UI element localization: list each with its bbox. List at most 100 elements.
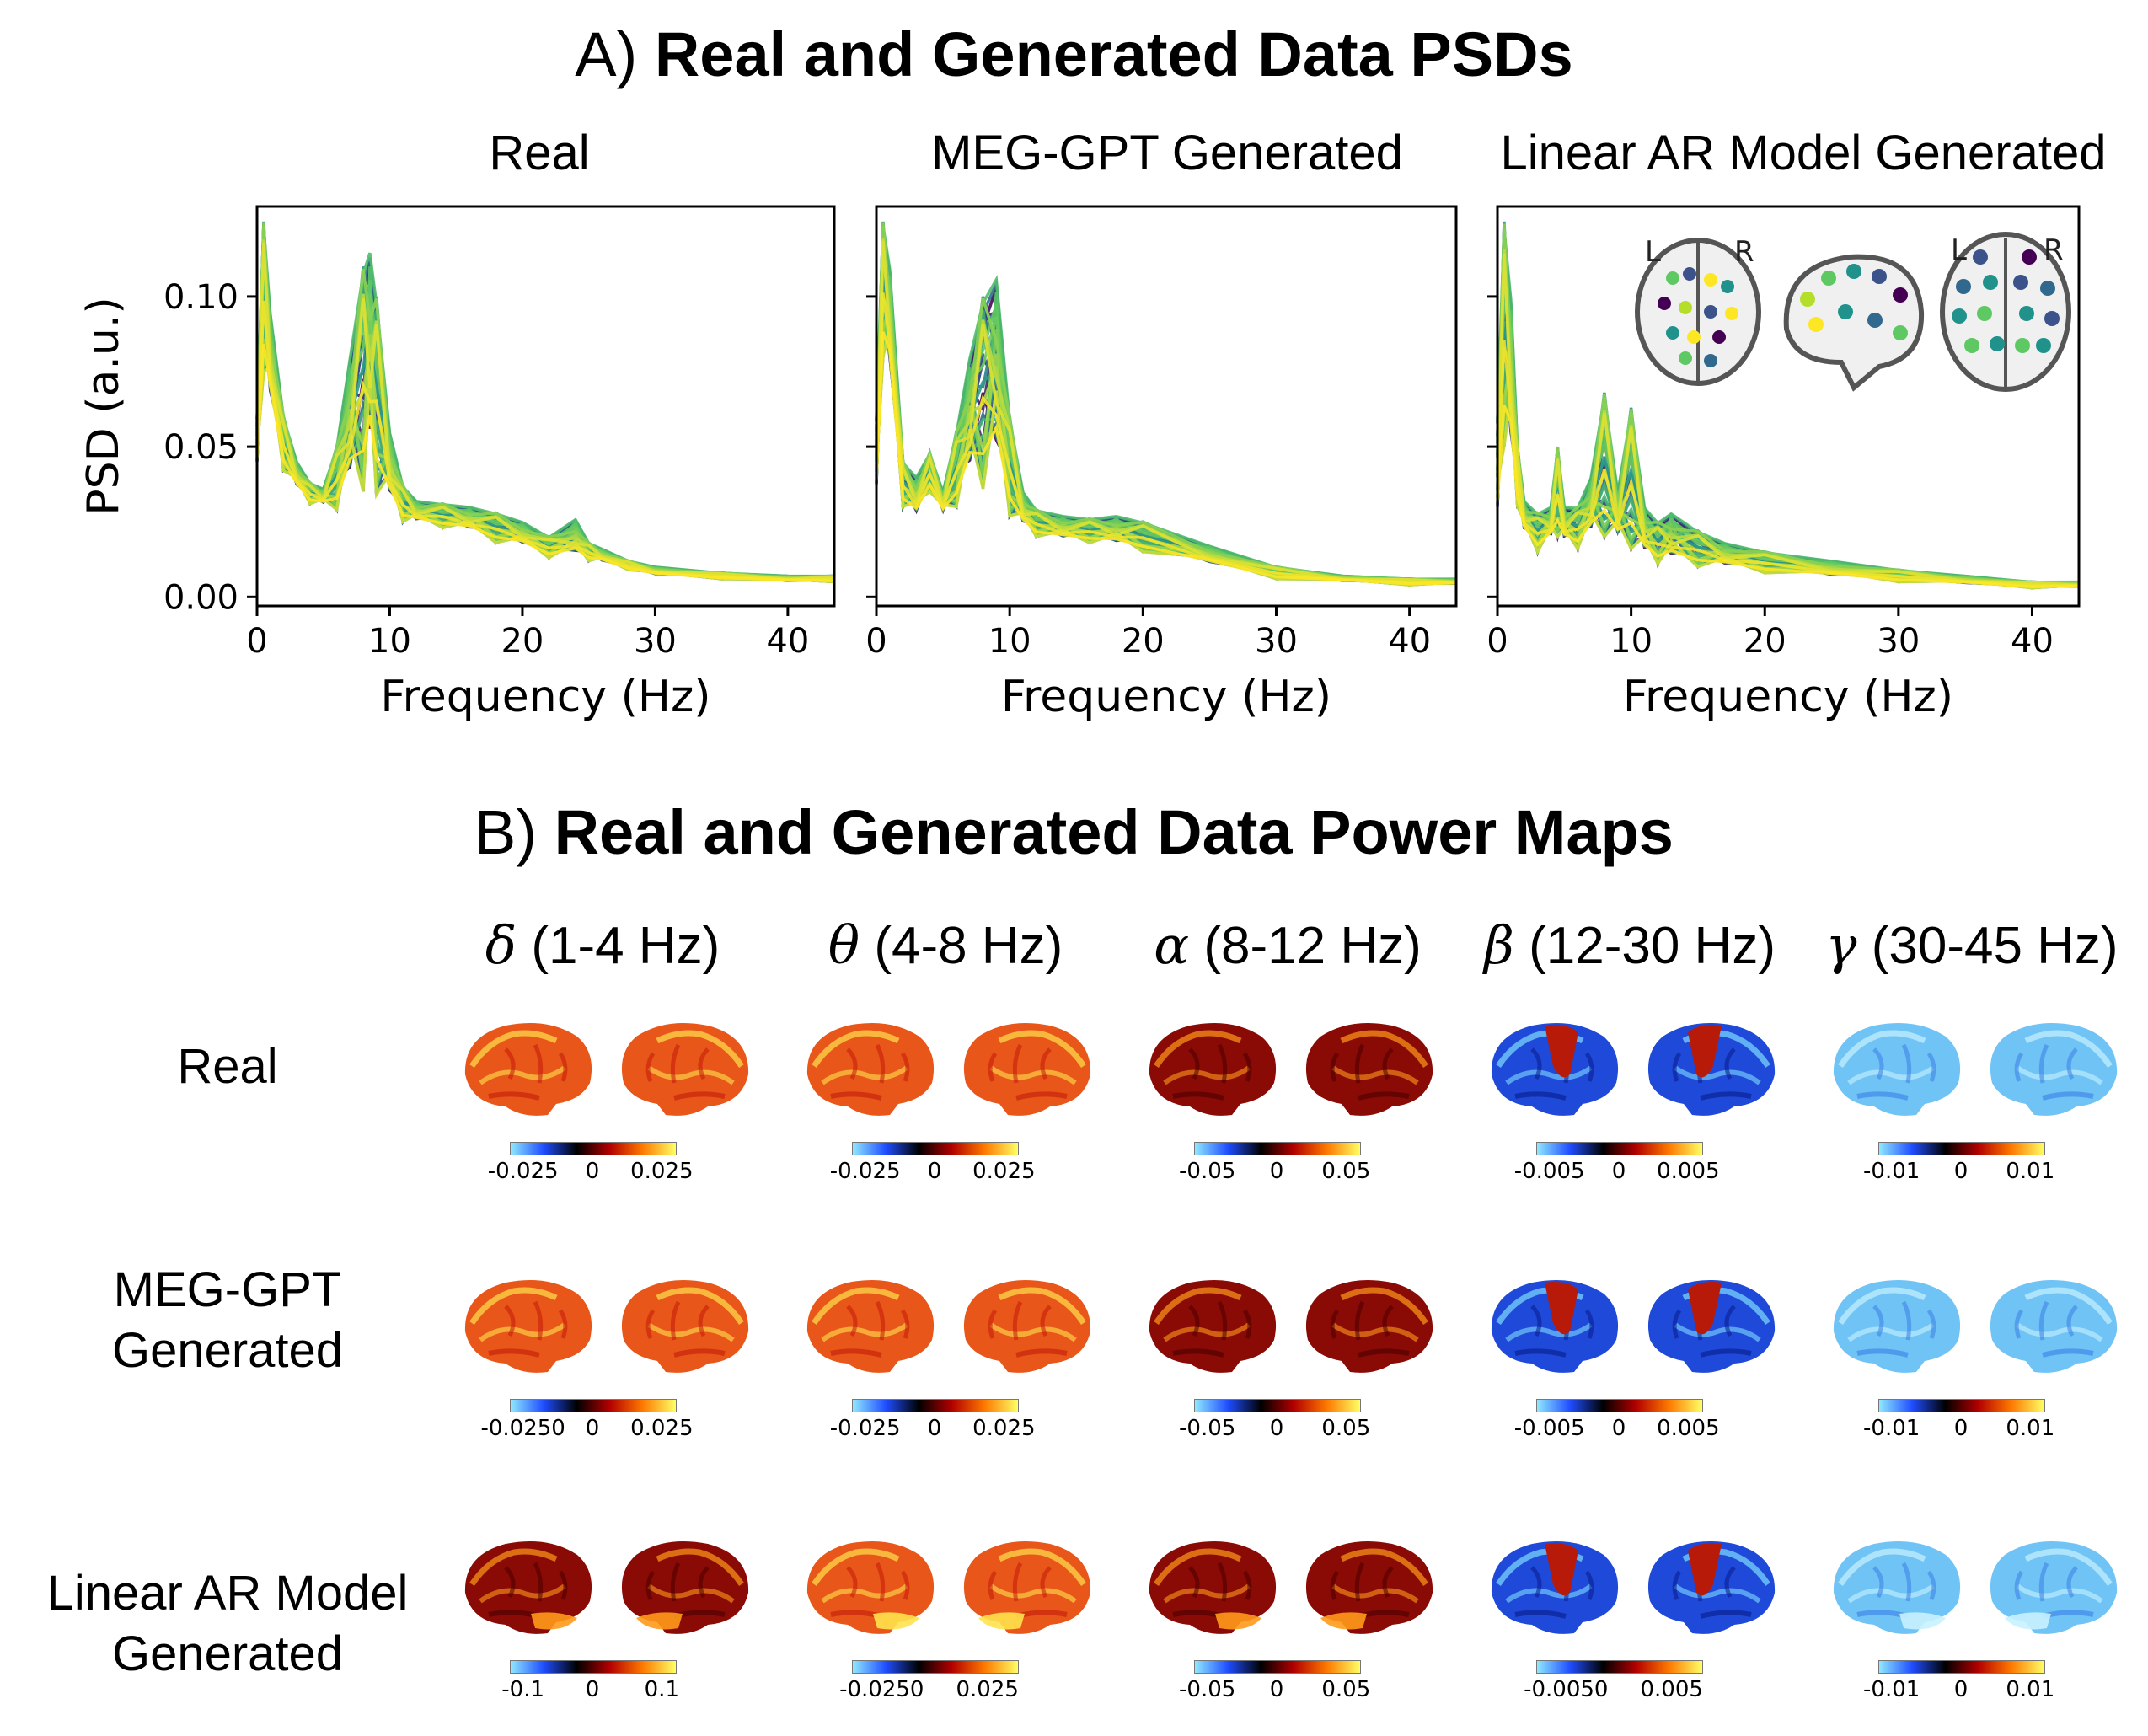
x-tick-label: 40	[766, 622, 809, 661]
colorbar-tick-label: 0	[1611, 1159, 1626, 1184]
colorbar-tick-label: 0.005	[1657, 1159, 1720, 1184]
brain-surface-right	[1984, 1015, 2127, 1129]
brain-surface-left	[1824, 1534, 1967, 1648]
colorbar-tick-label: 0.05	[1321, 1416, 1371, 1441]
colorbar-tick-label: 0.01	[2006, 1677, 2055, 1702]
colorbar	[1194, 1142, 1361, 1155]
power-map-cell: -0.0250 0 0.025	[455, 1273, 758, 1475]
band-label-delta: δ (1-4 Hz)	[426, 914, 779, 976]
psd-panel-title-ar: Linear AR Model Generated	[1500, 126, 2107, 180]
colorbar-tick-label: 0	[585, 1159, 600, 1184]
x-tick-label: 10	[1610, 622, 1653, 661]
x-axis-label: Frequency (Hz)	[1001, 672, 1331, 722]
colorbar-tick-label: 0.005	[1657, 1416, 1720, 1441]
x-tick-label: 30	[1255, 622, 1298, 661]
colorbar-tick-label: -0.0250	[839, 1677, 924, 1702]
row-label-line2: Generated	[111, 1626, 344, 1681]
inset-left-label: L	[1645, 235, 1661, 269]
brain-surface-left	[455, 1273, 598, 1386]
psd-series-line	[875, 222, 1457, 582]
psd-panel-1: 0 10 20 30 40 Frequency (Hz)	[865, 205, 1458, 722]
psd-series-line	[255, 243, 835, 581]
brain-surface-left	[1824, 1015, 1967, 1129]
power-map-cell: -0.01 0 0.01	[1824, 1273, 2127, 1475]
colorbar	[1194, 1660, 1361, 1674]
colorbar-tick-label: 0.05	[1321, 1159, 1371, 1184]
brain-surface-left	[1139, 1015, 1283, 1129]
colorbar-tick-label: 0.005	[1640, 1677, 1703, 1702]
band-label-beta: β (12-30 Hz)	[1453, 914, 1807, 976]
band-range: (30-45 Hz)	[1871, 917, 2119, 975]
psd-panel-title-megpt: MEG-GPT Generated	[931, 126, 1403, 180]
brain-surface-left	[455, 1534, 598, 1648]
colorbar-tick-label: 0	[585, 1677, 600, 1702]
brain-surface-left	[1481, 1273, 1625, 1386]
colorbar-tick-label: -0.0250	[480, 1416, 565, 1441]
power-map-cell: -0.01 0 0.01	[1824, 1015, 2127, 1218]
inset-brain-axial: L R	[1635, 235, 1761, 386]
colorbar	[510, 1142, 677, 1155]
colorbar-tick-label: 0.025	[972, 1159, 1036, 1184]
colorbar	[510, 1660, 677, 1674]
x-tick-label: 40	[2011, 622, 2054, 661]
colorbar	[1536, 1399, 1703, 1412]
colorbar	[1878, 1399, 2045, 1412]
band-symbol: θ	[828, 914, 860, 976]
colorbar-tick-label: 0	[585, 1416, 600, 1441]
row-label-line1: Real	[177, 1039, 278, 1094]
y-tick-label: 0.05	[163, 428, 238, 467]
colorbar-tick-label: -0.05	[1179, 1416, 1236, 1441]
section-a-title: A) Real and Generated Data PSDs	[0, 19, 2148, 90]
colorbar-tick-label: 0.025	[630, 1159, 694, 1184]
colorbar-tick-label: 0.1	[644, 1677, 679, 1702]
power-map-cell: -0.05 0 0.05	[1139, 1015, 1443, 1218]
sensor-layout-inset: L R L R	[1635, 232, 2071, 392]
y-tick-label: 0.10	[163, 278, 238, 317]
row-label-line2: Generated	[111, 1323, 344, 1378]
x-tick-label: 0	[246, 622, 267, 661]
psd-series-line	[875, 292, 1457, 585]
band-symbol: γ	[1825, 914, 1857, 976]
colorbar-tick-label: -0.05	[1179, 1677, 1236, 1702]
brain-surface-right	[1642, 1534, 1785, 1648]
power-map-cell: -0.1 0 0.1	[455, 1534, 758, 1736]
colorbar-tick-label: -0.01	[1863, 1416, 1920, 1441]
colorbar-tick-label: -0.0050	[1524, 1677, 1609, 1702]
brain-surface-right	[1984, 1534, 2127, 1648]
band-label-alpha: α (8-12 Hz)	[1111, 914, 1465, 976]
row-label-megpt: MEG-GPT Generated	[8, 1260, 447, 1381]
brain-surface-right	[1642, 1273, 1785, 1386]
colorbar-tick-label: 0	[1269, 1159, 1284, 1184]
brain-surface-right	[957, 1273, 1101, 1386]
colorbar	[1536, 1142, 1703, 1155]
band-range: (12-30 Hz)	[1529, 917, 1776, 975]
colorbar-tick-label: -0.005	[1513, 1416, 1585, 1441]
power-map-cell: -0.05 0 0.05	[1139, 1534, 1443, 1736]
psd-panel-2: 0 10 20 30 40 Frequency (Hz)	[1486, 205, 2081, 722]
brain-surface-right	[1642, 1015, 1785, 1129]
colorbar-tick-label: -0.025	[829, 1416, 901, 1441]
band-range: (4-8 Hz)	[874, 917, 1063, 975]
colorbar	[852, 1660, 1019, 1674]
colorbar-tick-label: -0.025	[829, 1159, 901, 1184]
y-tick-label: 0.00	[163, 578, 238, 617]
brain-surface-left	[1139, 1273, 1283, 1386]
psd-series-line	[255, 300, 835, 581]
x-axis-label: Frequency (Hz)	[380, 672, 710, 722]
power-map-cell: -0.005 0 0.005	[1481, 1273, 1785, 1475]
colorbar	[1878, 1142, 2045, 1155]
psd-series-line	[875, 331, 1457, 586]
section-b-heading: Real and Generated Data Power Maps	[554, 797, 1674, 867]
power-map-cell: -0.01 0 0.01	[1824, 1534, 2127, 1736]
x-tick-label: 30	[1877, 622, 1920, 661]
colorbar-tick-label: 0.01	[2006, 1159, 2055, 1184]
brain-surface-left	[1139, 1534, 1283, 1648]
band-symbol: α	[1154, 914, 1190, 976]
colorbar-tick-label: -0.005	[1513, 1159, 1585, 1184]
brain-surface-right	[1299, 1534, 1443, 1648]
band-label-gamma: γ (30-45 Hz)	[1795, 914, 2148, 976]
psd-series-line	[255, 222, 835, 580]
psd-series-line	[255, 226, 835, 578]
colorbar-tick-label: -0.01	[1863, 1159, 1920, 1184]
psd-panel-title-real: Real	[489, 126, 590, 180]
